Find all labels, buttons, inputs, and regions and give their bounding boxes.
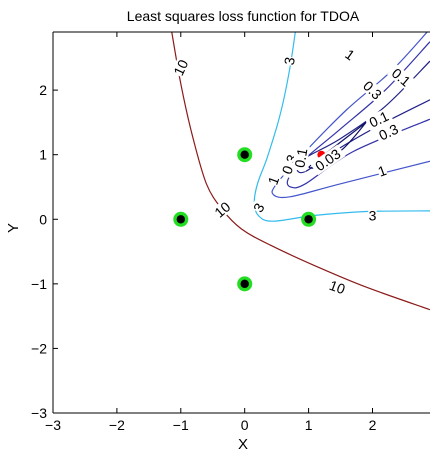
contour-label-bg (358, 76, 387, 104)
contour-label-3: 3 (281, 56, 298, 67)
contour-label-bg (327, 277, 348, 297)
contour-label-0p1: 0.1 (367, 108, 392, 131)
contour-label-bg (368, 208, 377, 223)
contour-line-10 (171, 32, 430, 311)
contour-label-bg (387, 63, 416, 91)
contour-label-bg (342, 46, 358, 63)
contour-label-1: 1 (376, 162, 389, 180)
contour-label-10: 10 (211, 198, 233, 220)
contour-label-bg (309, 144, 346, 176)
contour-label-10: 10 (327, 277, 347, 297)
contour-label-bg (265, 174, 282, 187)
contour-label-bg (250, 200, 267, 215)
y-tick-label: −2 (31, 340, 47, 356)
sensor-marker (301, 211, 317, 227)
contour-label-bg (364, 107, 394, 131)
contour-label-0p1: 0.1 (291, 147, 310, 169)
contour-label-3: 3 (369, 207, 377, 223)
axes: −3 −2 −1 0 1 2 −3 −2 −1 0 1 2 (31, 31, 430, 433)
contour-label-bg (291, 144, 311, 172)
contour-label-10: 10 (170, 57, 191, 78)
y-tick-label: 2 (39, 82, 47, 98)
sensor-markers (173, 147, 326, 292)
y-tick-label: 1 (39, 147, 47, 163)
x-tick-label: −1 (173, 417, 189, 433)
contour-label-0p3: 0.3 (376, 121, 401, 144)
contour-label-bg (281, 55, 298, 67)
x-tick-label: 2 (369, 417, 377, 433)
contour-label-bg (374, 120, 403, 144)
contour-label-1: 1 (342, 46, 358, 64)
y-tick-label: −1 (31, 276, 47, 292)
chart-title: Least squares loss function for TDOA (127, 8, 360, 24)
x-tick-label: −2 (109, 417, 125, 433)
contour-label-bg (211, 198, 234, 221)
x-tick-label: −3 (45, 417, 61, 433)
sensor-marker (237, 276, 253, 292)
contour-label-3: 3 (250, 200, 268, 215)
x-tick-label: 0 (241, 417, 249, 433)
y-tick-label: −3 (31, 405, 47, 421)
x-axis-label: X (238, 436, 248, 452)
sensor-marker (173, 211, 189, 227)
y-tick-label: 0 (39, 211, 47, 227)
contour-label-bg (170, 56, 191, 79)
y-axis-label: Y (5, 223, 22, 233)
contour-label-bg (375, 162, 389, 179)
contour-label-1: 1 (265, 174, 283, 187)
sensor-marker (237, 147, 253, 163)
x-tick-label: 1 (305, 417, 313, 433)
